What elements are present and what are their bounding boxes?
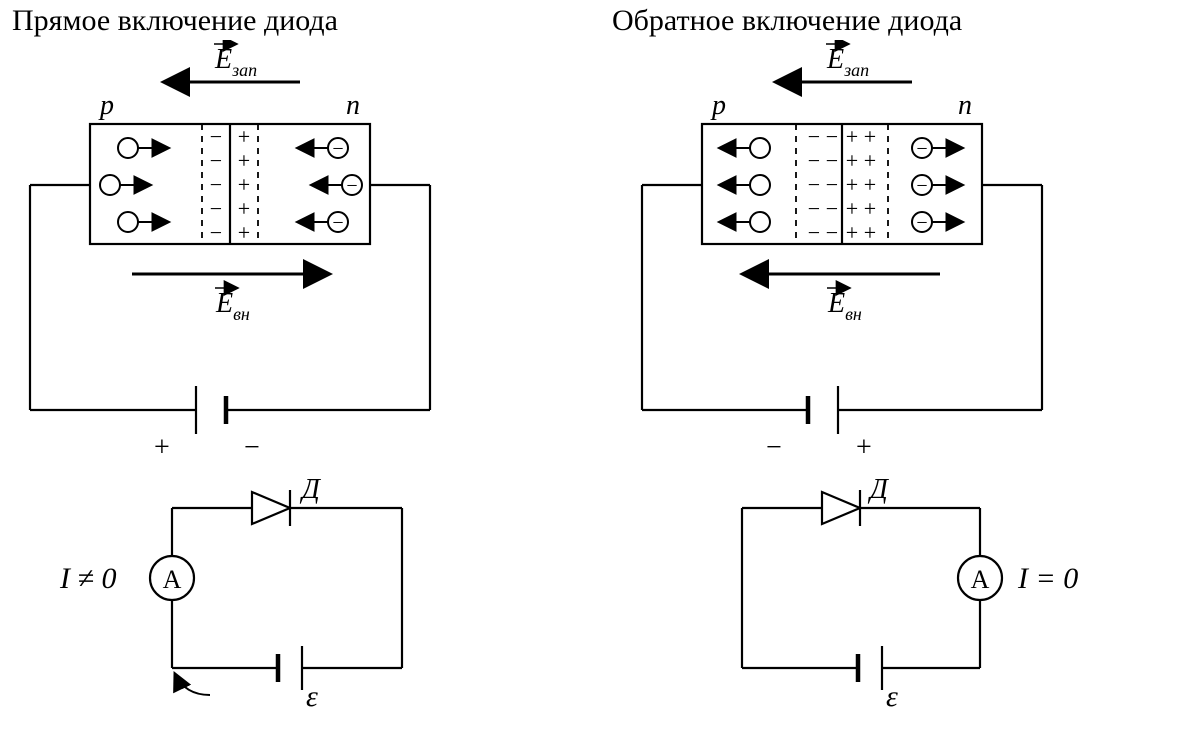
svg-text:−: − bbox=[332, 138, 343, 160]
current-text-r: I = 0 bbox=[1017, 562, 1078, 595]
svg-text:+: + bbox=[846, 148, 858, 173]
svg-text:+: + bbox=[846, 172, 858, 197]
schematic-right: Д A ε I = 0 bbox=[742, 474, 1078, 713]
p-carriers-r bbox=[720, 138, 770, 232]
svg-text:+: + bbox=[864, 148, 876, 173]
diode-label: Д bbox=[299, 474, 322, 505]
svg-text:−: − bbox=[826, 172, 838, 197]
junction-right: Eзап p n −− −− −− −− −− ++ ++ ++ ++ ++ bbox=[642, 44, 1042, 463]
p-label-r: p bbox=[710, 90, 726, 121]
svg-text:−: − bbox=[210, 124, 222, 149]
evn-label-r: Eвн bbox=[827, 288, 862, 324]
minus-right: − bbox=[766, 432, 782, 463]
svg-text:+: + bbox=[238, 124, 250, 149]
page: Прямое включение диода Обратное включени… bbox=[0, 0, 1184, 734]
svg-text:−: − bbox=[916, 175, 927, 197]
plus-left: + bbox=[154, 432, 170, 463]
svg-text:+: + bbox=[864, 196, 876, 221]
current-arrow-icon bbox=[175, 674, 210, 695]
emf-label-r: ε bbox=[886, 680, 898, 713]
svg-text:−: − bbox=[332, 212, 343, 234]
n-carriers: − − − bbox=[298, 138, 362, 234]
svg-text:−: − bbox=[826, 124, 838, 149]
svg-text:+: + bbox=[864, 172, 876, 197]
svg-text:+: + bbox=[864, 220, 876, 245]
svg-text:−: − bbox=[916, 138, 927, 160]
svg-text:+: + bbox=[238, 148, 250, 173]
svg-text:−: − bbox=[210, 196, 222, 221]
n-label-r: n bbox=[958, 90, 972, 121]
svg-text:−: − bbox=[916, 212, 927, 234]
svg-text:−: − bbox=[826, 220, 838, 245]
svg-text:−: − bbox=[826, 148, 838, 173]
diode-label-r: Д bbox=[867, 474, 890, 505]
minus-left: − bbox=[244, 432, 260, 463]
svg-text:−: − bbox=[210, 172, 222, 197]
svg-text:−: − bbox=[210, 148, 222, 173]
svg-text:−: − bbox=[826, 196, 838, 221]
current-text: I ≠ 0 bbox=[59, 562, 116, 595]
svg-text:+: + bbox=[238, 172, 250, 197]
svg-text:−: − bbox=[346, 175, 357, 197]
svg-text:−: − bbox=[808, 148, 820, 173]
svg-text:−: − bbox=[210, 220, 222, 245]
svg-text:−: − bbox=[808, 172, 820, 197]
svg-text:−: − bbox=[808, 196, 820, 221]
p-label: p bbox=[98, 90, 114, 121]
plus-right: + bbox=[856, 432, 872, 463]
schematic-left: Д ε A I ≠ 0 bbox=[59, 474, 402, 713]
svg-text:+: + bbox=[846, 196, 858, 221]
title-left: Прямое включение диода bbox=[12, 4, 338, 38]
svg-text:+: + bbox=[238, 220, 250, 245]
svg-text:+: + bbox=[846, 124, 858, 149]
svg-text:−: − bbox=[808, 124, 820, 149]
ezap-label: Eзап bbox=[214, 44, 257, 80]
emf-label: ε bbox=[306, 680, 318, 713]
svg-text:+: + bbox=[238, 196, 250, 221]
svg-text:−: − bbox=[808, 220, 820, 245]
ammeter-text-r: A bbox=[971, 565, 990, 594]
svg-text:+: + bbox=[846, 220, 858, 245]
evn-label: Eвн bbox=[215, 288, 250, 324]
diagram-left: Eзап p n −−−−− +++++ bbox=[0, 40, 572, 730]
p-carriers bbox=[100, 138, 168, 232]
ammeter-text: A bbox=[163, 565, 182, 594]
n-carriers-r: − − − bbox=[912, 138, 962, 234]
n-label: n bbox=[346, 90, 360, 121]
ezap-label-r: Eзап bbox=[826, 44, 869, 80]
junction-left: Eзап p n −−−−− +++++ bbox=[30, 44, 430, 463]
diagram-right: Eзап p n −− −− −− −− −− ++ ++ ++ ++ ++ bbox=[612, 40, 1184, 730]
svg-text:+: + bbox=[864, 124, 876, 149]
title-right: Обратное включение диода bbox=[612, 4, 962, 38]
